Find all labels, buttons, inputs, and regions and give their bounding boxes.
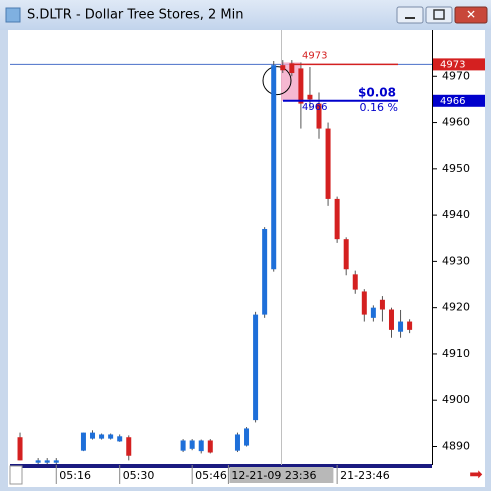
- candle-body: [334, 198, 340, 240]
- candle-body: [352, 274, 358, 290]
- app-icon: [5, 7, 21, 23]
- candle-body: [271, 65, 277, 270]
- candle-body: [262, 228, 268, 315]
- price-marker-label: 4966: [302, 102, 327, 113]
- scroll-box[interactable]: [9, 465, 23, 485]
- candle-body: [180, 440, 186, 451]
- candle-body: [44, 460, 50, 463]
- axis-marker-label: 4966: [440, 96, 465, 107]
- close-icon: ✕: [466, 8, 476, 22]
- axis-marker-box: [433, 58, 485, 71]
- candle-body: [99, 434, 105, 439]
- candle-body: [108, 434, 114, 439]
- close-button[interactable]: [454, 6, 488, 24]
- y-tick-label: 4940: [442, 208, 470, 221]
- x-tick-label: 05:46: [195, 469, 227, 482]
- candle-body: [298, 68, 304, 104]
- candle-body: [361, 291, 367, 315]
- chart-area: [8, 30, 485, 487]
- candle-body: [398, 321, 404, 332]
- x-tick-label: 12-21-09 23:36: [231, 469, 316, 482]
- axis-marker-box: [433, 94, 485, 107]
- y-tick-label: 4930: [442, 254, 470, 267]
- candle-body: [207, 440, 213, 453]
- candle-body: [117, 436, 123, 442]
- y-tick-label: 4960: [442, 116, 470, 129]
- candle-body: [126, 437, 132, 456]
- candle-body: [253, 314, 259, 421]
- candle-body: [189, 440, 195, 449]
- candle-body: [316, 103, 322, 129]
- candle-body: [370, 307, 376, 318]
- window-title: S.DLTR - Dollar Tree Stores, 2 Min: [27, 8, 244, 23]
- candle-body: [343, 239, 349, 270]
- candle-body: [307, 94, 313, 100]
- y-tick-label: 4910: [442, 347, 470, 360]
- x-tick-label: 21-23:46: [340, 469, 390, 482]
- candle-body: [325, 128, 331, 199]
- candle-body: [244, 428, 250, 446]
- candle-body: [53, 460, 59, 463]
- x-tick-label: 05:16: [59, 469, 91, 482]
- candle-body: [289, 63, 295, 74]
- change-percent: 0.16 %: [360, 101, 398, 114]
- x-label-highlight: [229, 467, 334, 483]
- candle-body: [407, 321, 413, 330]
- candle-body: [17, 437, 23, 461]
- candle-body: [35, 460, 41, 463]
- scroll-arrow[interactable]: ➡: [469, 465, 482, 484]
- x-tick-label: 05:30: [123, 469, 155, 482]
- maximize-icon: [433, 9, 445, 20]
- bottom-bar: [10, 464, 432, 468]
- axis-marker-label: 4973: [440, 59, 465, 70]
- candle-body: [388, 309, 394, 330]
- candle-body: [280, 65, 286, 71]
- change-value: $0.08: [358, 85, 396, 99]
- y-tick-label: 4950: [442, 162, 470, 175]
- minimize-button[interactable]: [396, 6, 424, 24]
- y-tick-label: 4920: [442, 301, 470, 314]
- candle-body: [198, 440, 204, 452]
- y-tick-label: 4890: [442, 439, 470, 452]
- candle-body: [90, 432, 96, 439]
- y-tick-label: 4970: [442, 69, 470, 82]
- candle-body: [234, 434, 240, 451]
- candle-body: [80, 432, 86, 451]
- price-marker-label: 4973: [302, 50, 327, 61]
- maximize-button[interactable]: [425, 6, 453, 24]
- candle-body: [379, 299, 385, 310]
- y-tick-label: 4900: [442, 393, 470, 406]
- anchor-circle: [262, 66, 292, 96]
- plot: 4890 4900 4910 4920 4930 4940 4950 4960 4970 05:1…: [10, 50, 485, 484]
